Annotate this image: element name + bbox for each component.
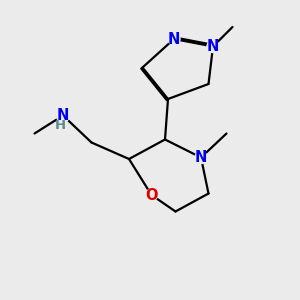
- Circle shape: [168, 33, 180, 45]
- Circle shape: [146, 189, 158, 201]
- Circle shape: [56, 109, 70, 122]
- Text: N: N: [195, 150, 207, 165]
- Text: H: H: [54, 118, 66, 132]
- Text: N: N: [168, 32, 180, 46]
- Text: N: N: [57, 108, 69, 123]
- Text: N: N: [207, 39, 219, 54]
- Circle shape: [207, 40, 219, 52]
- Circle shape: [195, 152, 207, 164]
- Text: O: O: [145, 188, 158, 202]
